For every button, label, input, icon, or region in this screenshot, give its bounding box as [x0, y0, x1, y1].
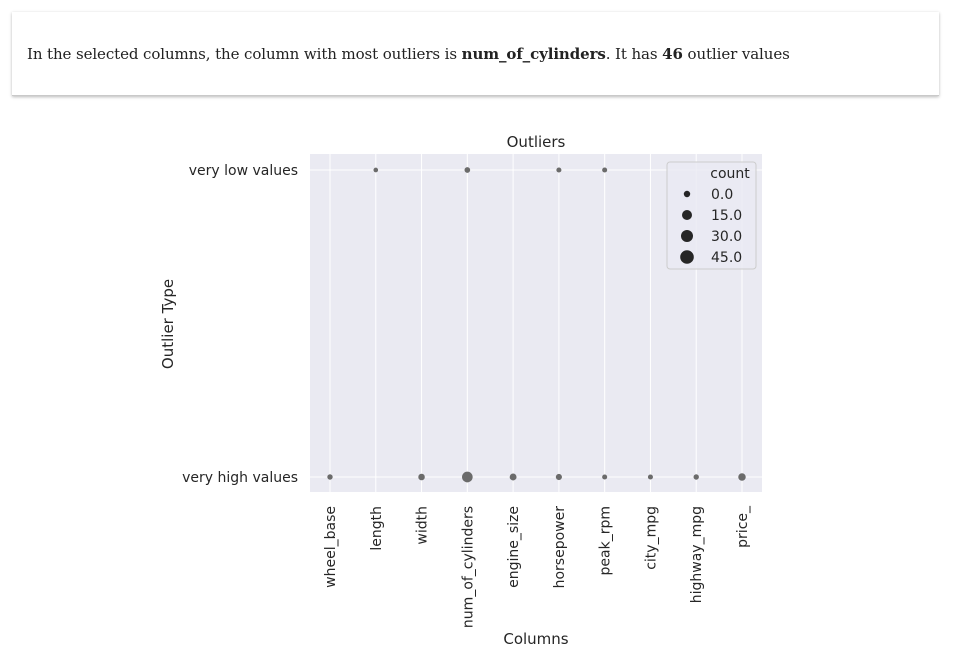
legend-marker	[681, 230, 693, 242]
legend-title: count	[710, 166, 750, 182]
x-tick-label: peak_rpm	[598, 506, 614, 575]
legend-entry-label: 15.0	[711, 208, 742, 224]
points	[327, 167, 746, 483]
y-tick-label: very low values	[189, 163, 298, 179]
x-tick-label: price_	[735, 505, 751, 548]
outliers-chart: very low values very high values wheel_ba…	[159, 133, 762, 648]
legend-entry-label: 30.0	[711, 229, 742, 245]
data-point	[462, 471, 473, 483]
data-point	[327, 474, 333, 480]
x-tick-label: num_of_cylinders	[460, 506, 476, 628]
x-tick-label: city_mpg	[643, 506, 659, 570]
legend-marker	[683, 190, 691, 198]
y-axis-label: Outlier Type	[159, 279, 177, 369]
legend-entry-label: 0.0	[711, 187, 733, 203]
data-point	[373, 167, 379, 173]
data-point	[693, 474, 699, 480]
x-tick-label: engine_size	[506, 506, 522, 588]
summary-prefix: In the selected columns, the column with…	[27, 45, 462, 63]
data-point	[464, 167, 471, 173]
x-tick-label: width	[415, 506, 431, 545]
x-tick-label: horsepower	[552, 506, 568, 589]
legend-marker	[680, 250, 694, 264]
x-tick-label: length	[369, 506, 385, 551]
data-point	[509, 473, 517, 481]
summary-text: In the selected columns, the column with…	[27, 45, 790, 63]
data-point	[647, 474, 653, 480]
summary-card: In the selected columns, the column with…	[12, 12, 939, 96]
data-point	[602, 167, 608, 173]
x-axis-label: Columns	[503, 630, 568, 648]
legend-marker	[682, 210, 692, 220]
legend: count 0.0 15.0 30.0 45.0	[666, 161, 757, 270]
legend-box	[666, 161, 757, 270]
summary-column: num_of_cylinders	[461, 45, 606, 63]
data-point	[556, 167, 562, 173]
x-tick-label: highway_mpg	[689, 506, 705, 603]
data-point	[555, 473, 562, 481]
summary-suffix: outlier values	[682, 45, 790, 63]
summary-middle: . It has	[605, 45, 663, 63]
y-tick-label: very high values	[182, 470, 298, 486]
summary-count: 46	[662, 45, 683, 63]
data-point	[602, 474, 608, 480]
data-point	[418, 473, 425, 481]
data-point	[738, 473, 746, 481]
legend-entry-label: 45.0	[711, 250, 742, 266]
x-tick-labels: wheel_base length width num_of_cylinders eng…	[323, 505, 751, 628]
chart-title: Outliers	[507, 133, 566, 151]
y-tick-labels: very low values very high values	[182, 163, 298, 486]
x-tick-label: wheel_base	[323, 506, 339, 588]
